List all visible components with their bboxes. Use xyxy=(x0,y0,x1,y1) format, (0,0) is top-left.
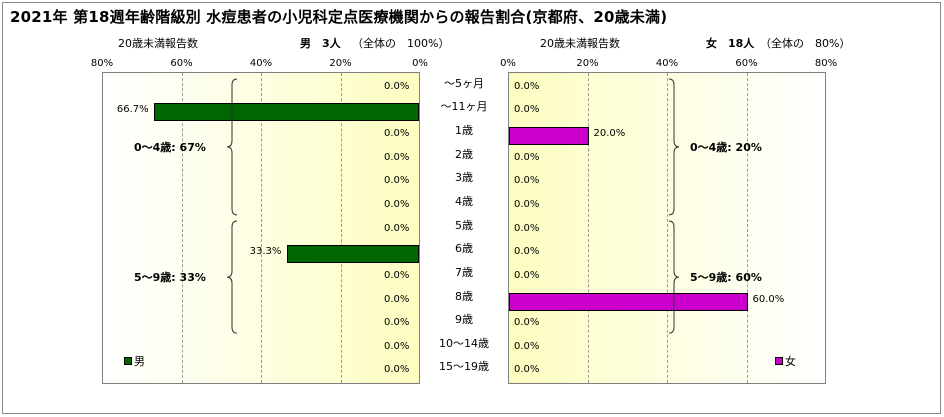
female-value-label: 0.0% xyxy=(514,199,540,210)
male-value-label: 0.0% xyxy=(384,269,410,281)
male-x-tick: 20% xyxy=(329,58,352,69)
female-legend-swatch xyxy=(775,357,783,365)
female-plot-area xyxy=(508,72,826,384)
age-label: 2歳 xyxy=(455,147,473,161)
male-value-label: 0.0% xyxy=(384,175,410,187)
female-value-label: 0.0% xyxy=(514,317,540,329)
age-label: 15～19歳 xyxy=(439,360,489,374)
male-gridline xyxy=(261,73,262,383)
male-value-label: 0.0% xyxy=(384,128,410,140)
age-label: 3歳 xyxy=(455,171,473,185)
right-reports-label: 20歳未満報告数 xyxy=(540,37,620,50)
female-gridline xyxy=(587,73,589,383)
left-share: （全体の 100%） xyxy=(352,37,450,50)
female-value-label: 60.0% xyxy=(752,293,785,305)
female-value-label: 20.0% xyxy=(593,128,626,140)
age-label: 6歳 xyxy=(455,242,473,256)
female-value-label: 0.0% xyxy=(514,104,540,116)
chart-title: 2021年 第18週年齢階級別 水痘患者の小児科定点医療機関からの報告割合(京都… xyxy=(10,8,668,26)
left-reports-label: 20歳未満報告数 xyxy=(118,37,198,50)
male-x-tick: 40% xyxy=(249,58,273,69)
male-value-label: 0.0% xyxy=(384,80,410,92)
age-label: 8歳 xyxy=(455,289,473,303)
male-plot-area xyxy=(102,72,420,384)
age-label: ～11ヶ月 xyxy=(440,100,488,114)
age-label: 7歳 xyxy=(455,265,473,279)
male-x-tick: 0% xyxy=(412,58,428,69)
female-value-label: 0.0% xyxy=(514,151,540,163)
female-value-label: 0.0% xyxy=(514,246,540,258)
female-group-label: 5～9歳: 60% xyxy=(690,270,762,284)
female-value-label: 0.0% xyxy=(514,364,540,376)
male-bar xyxy=(286,245,419,264)
age-label: 9歳 xyxy=(455,313,473,327)
male-value-label: 66.7% xyxy=(116,104,149,116)
female-x-tick: 40% xyxy=(655,58,679,69)
female-group-label: 0～4歳: 20% xyxy=(690,140,762,154)
age-label: 10～14歳 xyxy=(439,336,489,350)
male-x-tick: 80% xyxy=(90,58,114,69)
male-gridline xyxy=(181,73,183,383)
female-gridline xyxy=(746,73,748,383)
female-group-brace xyxy=(668,78,680,216)
male-value-label: 0.0% xyxy=(384,151,410,163)
female-x-tick: 60% xyxy=(735,58,758,69)
female-x-tick: 0% xyxy=(500,58,516,69)
male-group-brace xyxy=(226,220,238,334)
female-x-tick: 20% xyxy=(576,58,599,69)
male-legend: 男 xyxy=(124,353,145,369)
female-legend: 女 xyxy=(775,353,796,369)
male-group-label: 0～4歳: 67% xyxy=(134,140,206,154)
female-bar xyxy=(509,292,748,311)
age-label: 4歳 xyxy=(455,195,473,208)
right-share: （全体の 80%） xyxy=(760,37,851,50)
female-value-label: 0.0% xyxy=(514,175,540,187)
male-group-label: 5～9歳: 33% xyxy=(134,270,206,284)
male-value-label: 0.0% xyxy=(384,340,410,352)
male-value-label: 0.0% xyxy=(384,222,410,234)
male-group-brace xyxy=(226,78,238,216)
female-value-label: 0.0% xyxy=(514,80,540,92)
male-value-label: 0.0% xyxy=(384,199,410,210)
male-value-label: 0.0% xyxy=(384,293,410,305)
male-value-label: 33.3% xyxy=(249,246,282,258)
male-legend-swatch xyxy=(124,357,132,365)
male-gridline xyxy=(340,73,342,383)
female-x-tick: 80% xyxy=(814,58,838,69)
male-bar xyxy=(153,103,419,122)
female-group-brace xyxy=(668,220,680,334)
male-value-label: 0.0% xyxy=(384,364,410,376)
male-value-label: 0.0% xyxy=(384,317,410,329)
female-value-label: 0.0% xyxy=(514,340,540,352)
female-value-label: 0.0% xyxy=(514,269,540,281)
female-bar xyxy=(509,127,589,146)
age-label: 5歳 xyxy=(455,218,473,232)
left-sex-count: 男 3人 xyxy=(300,37,341,50)
age-label: 1歳 xyxy=(455,124,473,138)
right-sex-count: 女 18人 xyxy=(706,37,755,50)
male-x-tick: 60% xyxy=(170,58,193,69)
female-legend-label: 女 xyxy=(785,355,796,368)
age-label: ～5ヶ月 xyxy=(444,76,484,90)
female-gridline xyxy=(667,73,668,383)
male-legend-label: 男 xyxy=(134,355,145,368)
female-value-label: 0.0% xyxy=(514,222,540,234)
